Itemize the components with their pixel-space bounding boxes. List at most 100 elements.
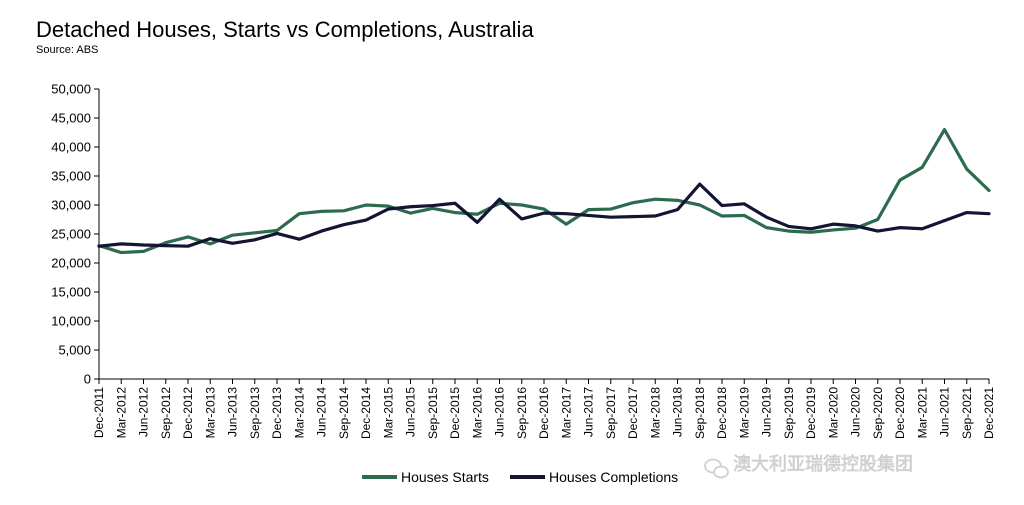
data-point-houses-completions <box>364 218 368 222</box>
x-tick-label: Sep-2016 <box>515 387 529 439</box>
data-point-houses-completions <box>498 198 501 201</box>
data-point-houses-completions <box>587 214 590 217</box>
data-point-houses-completions <box>431 204 434 207</box>
x-tick-label: Sep-2021 <box>960 387 974 439</box>
data-point-houses-starts <box>142 250 145 253</box>
data-point-houses-starts <box>631 201 635 204</box>
data-point-houses-starts <box>186 235 190 239</box>
x-tick-label: Sep-2019 <box>782 387 796 439</box>
data-point-houses-starts <box>743 214 746 217</box>
data-point-houses-completions <box>142 243 145 247</box>
data-point-houses-starts <box>898 178 902 182</box>
data-point-houses-completions <box>275 232 279 235</box>
data-point-houses-completions <box>387 207 390 211</box>
x-tick-label: Dec-2013 <box>270 387 284 439</box>
x-tick-label: Mar-2018 <box>648 387 662 439</box>
data-point-houses-starts <box>453 211 457 214</box>
data-point-houses-starts <box>520 203 523 207</box>
watermark-text: 澳大利亚瑞德控股集团 <box>733 453 913 475</box>
y-tick-label: 0 <box>84 372 91 387</box>
x-tick-label: Jun-2019 <box>760 387 774 437</box>
data-point-houses-completions <box>676 208 679 211</box>
x-axis: Dec-2011 Mar-2012 Jun-2012 Sep-2012 Dec-2012… <box>92 378 996 439</box>
data-point-houses-starts <box>364 203 368 207</box>
data-point-houses-completions <box>898 226 902 229</box>
data-point-houses-completions <box>231 242 234 245</box>
data-point-houses-completions <box>720 204 724 207</box>
x-tick-label: Mar-2013 <box>203 387 217 439</box>
data-point-houses-completions <box>409 205 412 208</box>
data-point-houses-completions <box>921 227 924 230</box>
data-point-houses-starts <box>253 231 256 235</box>
x-tick-label: Mar-2015 <box>381 387 395 439</box>
data-point-houses-completions <box>854 224 857 228</box>
data-point-houses-starts <box>231 233 234 237</box>
x-tick-label: Mar-2012 <box>114 387 128 439</box>
y-tick-label: 30,000 <box>51 198 91 213</box>
x-tick-label: Mar-2020 <box>826 387 840 439</box>
data-point-houses-completions <box>698 182 701 186</box>
y-axis: 0 5,000 10,000 15,000 20,000 25,000 30,000 35,0… <box>51 82 100 387</box>
x-tick-label: Jun-2013 <box>226 387 240 437</box>
wechat-icon <box>704 458 729 479</box>
x-tick-label: Mar-2016 <box>470 387 484 439</box>
chart-subtitle: Source: ABS <box>36 44 98 56</box>
y-tick-label: 40,000 <box>51 140 91 155</box>
data-point-houses-starts <box>765 226 768 229</box>
data-point-houses-completions <box>542 211 546 215</box>
data-point-houses-starts <box>809 231 813 234</box>
x-tick-label: Mar-2017 <box>559 387 573 439</box>
data-point-houses-starts <box>431 207 434 210</box>
x-tick-label: Jun-2012 <box>137 387 151 437</box>
data-point-houses-starts <box>164 241 167 244</box>
data-point-houses-completions <box>965 211 968 214</box>
x-tick-label: Sep-2017 <box>604 387 618 439</box>
data-point-houses-starts <box>498 202 501 205</box>
x-tick-label: Jun-2014 <box>315 387 329 437</box>
data-point-houses-starts <box>876 218 879 221</box>
data-point-houses-completions <box>809 227 813 230</box>
legend: Houses Starts Houses Completions <box>362 469 678 485</box>
x-tick-label: Dec-2012 <box>181 387 195 439</box>
y-tick-label: 45,000 <box>51 111 91 126</box>
x-tick-label: Sep-2015 <box>426 387 440 439</box>
data-point-houses-completions <box>832 222 835 226</box>
data-point-houses-starts <box>387 204 390 208</box>
data-point-houses-completions <box>253 238 256 241</box>
data-point-houses-starts <box>209 242 212 246</box>
y-tick-label: 50,000 <box>51 82 91 97</box>
y-tick-label: 20,000 <box>51 256 91 271</box>
data-point-houses-starts <box>565 222 568 226</box>
x-tick-label: Dec-2017 <box>626 387 640 439</box>
data-point-houses-starts <box>943 128 946 131</box>
legend-label-houses-starts: Houses Starts <box>401 469 489 485</box>
x-tick-label: Dec-2019 <box>804 387 818 439</box>
x-tick-label: Dec-2021 <box>982 387 996 439</box>
y-tick-label: 10,000 <box>51 314 91 329</box>
data-point-houses-completions <box>209 237 212 240</box>
x-tick-label: Jun-2018 <box>671 387 685 437</box>
data-point-houses-completions <box>609 215 612 219</box>
data-point-houses-completions <box>320 229 323 233</box>
data-point-houses-completions <box>520 217 523 221</box>
data-point-houses-starts <box>342 209 345 212</box>
watermark: 澳大利亚瑞德控股集团 <box>704 453 913 479</box>
x-tick-label: Sep-2012 <box>159 387 173 439</box>
x-tick-label: Dec-2016 <box>537 387 551 439</box>
data-point-houses-starts <box>965 167 968 171</box>
data-point-houses-starts <box>298 212 301 215</box>
data-point-houses-completions <box>120 242 123 246</box>
data-point-houses-completions <box>476 221 479 224</box>
x-tick-label: Jun-2020 <box>849 387 863 437</box>
data-point-houses-completions <box>743 202 746 206</box>
data-point-houses-starts <box>787 229 790 233</box>
data-point-houses-starts <box>275 229 279 232</box>
x-tick-label: Jun-2021 <box>938 387 952 437</box>
x-tick-label: Sep-2014 <box>337 387 351 439</box>
x-tick-label: Jun-2015 <box>404 387 418 437</box>
data-point-houses-starts <box>921 166 924 169</box>
x-tick-label: Mar-2014 <box>292 387 306 439</box>
x-tick-label: Mar-2019 <box>737 387 751 439</box>
x-tick-label: Mar-2021 <box>915 387 929 439</box>
